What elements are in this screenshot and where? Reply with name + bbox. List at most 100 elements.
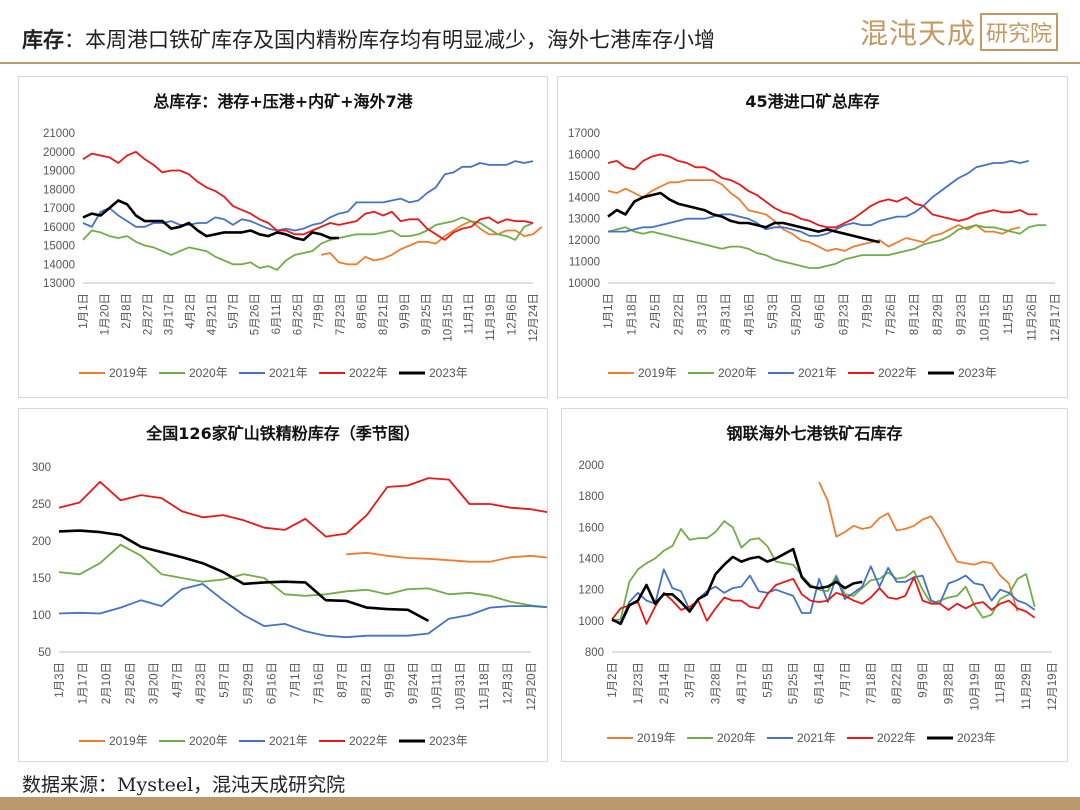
header: 库存：本周港口铁矿库存及国内精粉库存均有明显减少，海外七港库存小增 混沌天成 研…	[0, 0, 1080, 62]
y-tick-label: 50	[38, 647, 51, 659]
x-tick-label: 2月26日	[125, 662, 137, 704]
x-tick-label: 8月29日	[932, 293, 944, 335]
x-tick-label: 4月7日	[172, 662, 184, 698]
x-tick-label: 6月16日	[266, 662, 278, 704]
x-tick-label: 5月3日	[768, 293, 780, 329]
x-tick-label: 3月7日	[685, 662, 697, 698]
chart-126-mines-concentrate: 全国126家矿山铁精粉库存（季节图） 50 100 150 200 250 300 1月3日 1…	[32, 424, 547, 748]
x-tick-label: 1月3日	[54, 662, 66, 698]
x-tick-label: 11月1日	[464, 293, 476, 334]
x-tick-label: 5月25日	[788, 662, 800, 704]
x-tick-label: 7月18日	[866, 662, 878, 704]
legend-label: 2021年	[269, 366, 308, 380]
x-tick-label: 6月23日	[838, 293, 850, 335]
x-tick-label: 2月27日	[142, 293, 154, 335]
series-line-2021年	[608, 160, 1029, 237]
x-tick-label: 10月15日	[442, 293, 454, 342]
x-tick-label: 8月7日	[337, 662, 349, 698]
series-line-2023年	[58, 529, 430, 623]
series-line-2021年	[82, 160, 534, 232]
x-tick-label: 5月29日	[243, 662, 255, 704]
x-tick-label: 8月6日	[357, 293, 369, 329]
x-tick-label: 7月9日	[314, 293, 326, 329]
x-tick-label: 4月23日	[196, 662, 208, 704]
chart-overseas-seven-ports: 钢联海外七港铁矿石库存 800 1000 1200 1400 1600 1800 2000 1月…	[578, 424, 1059, 745]
legend-label: 2023年	[958, 366, 997, 380]
legend-label: 2022年	[349, 366, 388, 380]
x-tick-label: 8月12日	[909, 293, 921, 335]
x-tick-label: 8月22日	[892, 662, 904, 704]
legend-label: 2020年	[717, 731, 756, 745]
x-tick-label: 3月28日	[711, 662, 723, 704]
series-line-2023年	[611, 547, 863, 626]
y-tick-label: 16000	[43, 222, 75, 234]
series-line-2020年	[82, 216, 534, 271]
x-tick-label: 11月18日	[479, 662, 491, 710]
x-tick-label: 4月21日	[207, 293, 219, 335]
page-title-bold: 库存	[22, 27, 64, 52]
series-line-2021年	[58, 582, 547, 639]
y-tick-label: 17000	[568, 128, 600, 140]
x-tick-label: 8月21日	[378, 293, 390, 335]
series-line-2020年	[607, 224, 1047, 269]
x-tick-label: 6月11日	[271, 293, 283, 334]
x-tick-label: 12月17日	[1050, 293, 1062, 342]
legend-label: 2021年	[798, 366, 837, 380]
x-tick-label: 2月10日	[101, 662, 113, 704]
chart-title: 总库存：港存+压港+内矿+海外7港	[153, 92, 413, 111]
x-tick-label: 12月3日	[502, 662, 514, 704]
legend-label: 2022年	[349, 734, 388, 748]
y-tick-label: 17000	[43, 203, 75, 215]
x-tick-label: 8月21日	[361, 662, 373, 704]
header-divider	[0, 62, 1080, 64]
y-tick-label: 2000	[578, 460, 604, 472]
x-tick-label: 9月9日	[399, 293, 411, 329]
chart-panel-overseas-ports: 钢联海外七港铁矿石库存 800 1000 1200 1400 1600 1800 2000 1月…	[561, 408, 1068, 762]
x-tick-label: 9月25日	[421, 293, 433, 335]
x-tick-label: 7月23日	[335, 293, 347, 335]
y-tick-label: 21000	[43, 128, 75, 140]
y-tick-label: 250	[32, 499, 51, 511]
y-tick-label: 20000	[43, 147, 75, 159]
y-tick-label: 11000	[569, 257, 600, 269]
x-tick-label: 1月1日	[603, 293, 615, 329]
x-tick-label: 10月31日	[455, 662, 467, 711]
x-tick-label: 7月26日	[885, 293, 897, 335]
series-line-2023年	[82, 199, 339, 242]
legend-label: 2022年	[878, 366, 917, 380]
chart-title: 45港进口矿总库存	[745, 92, 879, 111]
x-tick-label: 1月1日	[78, 293, 90, 329]
x-tick-label: 2月14日	[659, 662, 671, 704]
legend-label: 2023年	[429, 366, 468, 380]
x-tick-label: 4月17日	[736, 662, 748, 704]
legend-label: 2020年	[718, 366, 757, 380]
x-tick-label: 9月28日	[943, 662, 955, 704]
x-tick-label: 10月19日	[969, 662, 981, 711]
y-tick-label: 19000	[43, 166, 75, 178]
legend-label: 2021年	[797, 731, 836, 745]
x-tick-label: 1月2日	[607, 662, 619, 698]
logo-box-text: 研究院	[979, 13, 1058, 51]
x-tick-label: 9月9日	[918, 662, 930, 698]
x-tick-label: 11月8日	[995, 662, 1007, 703]
x-tick-label: 3月31日	[721, 293, 733, 335]
y-tick-label: 1000	[578, 616, 604, 628]
legend-label: 2023年	[957, 731, 996, 745]
x-tick-label: 1月17日	[78, 662, 90, 704]
series-line-2023年	[607, 191, 881, 244]
x-tick-label: 11月29日	[1021, 662, 1033, 710]
source-note: 数据来源：Mysteel，混沌天成研究院	[22, 774, 346, 796]
x-tick-label: 9月23日	[956, 293, 968, 335]
chart-title: 钢联海外七港铁矿石库存	[726, 424, 902, 443]
series-line-2019年	[607, 179, 1021, 252]
x-tick-label: 5月5日	[762, 662, 774, 698]
x-tick-label: 12月24日	[528, 293, 540, 342]
x-tick-label: 3月20日	[148, 662, 160, 704]
x-tick-label: 4月2日	[185, 293, 197, 329]
series-line-2019年	[321, 220, 543, 266]
y-tick-label: 200	[32, 536, 51, 548]
x-tick-label: 6月14日	[814, 662, 826, 704]
brand-logo: 混沌天成 研究院	[860, 12, 1058, 52]
y-tick-label: 10000	[568, 278, 600, 290]
y-tick-label: 13000	[568, 214, 600, 226]
